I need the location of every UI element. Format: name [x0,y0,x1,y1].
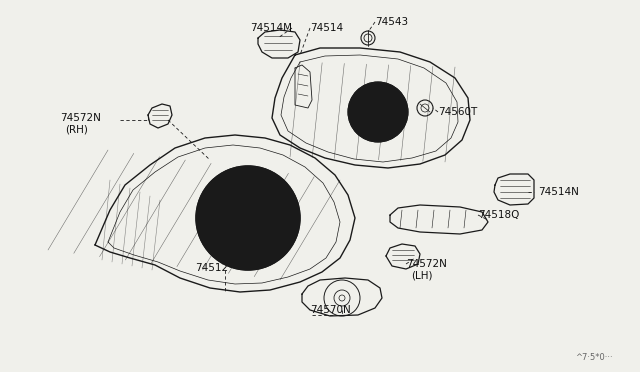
Text: 74570N: 74570N [310,305,351,315]
Polygon shape [295,65,312,108]
Polygon shape [302,278,382,316]
Text: 74512: 74512 [195,263,228,273]
Polygon shape [494,174,534,205]
Polygon shape [272,48,470,168]
Polygon shape [258,30,300,58]
Polygon shape [95,135,355,292]
Text: 74572N: 74572N [60,113,101,123]
Circle shape [348,82,408,142]
Text: 74560T: 74560T [438,107,477,117]
Text: (LH): (LH) [411,271,433,281]
Polygon shape [390,205,488,234]
Text: ^7·5*0···: ^7·5*0··· [575,353,612,362]
Circle shape [196,166,300,270]
Text: 74572N: 74572N [406,259,447,269]
Polygon shape [386,244,420,269]
Text: 74514M: 74514M [250,23,292,33]
Text: 74518Q: 74518Q [478,210,520,220]
Text: (RH): (RH) [65,125,88,135]
Text: 74514N: 74514N [538,187,579,197]
Text: 74543: 74543 [375,17,408,27]
Polygon shape [148,104,172,128]
Text: 74514: 74514 [310,23,343,33]
